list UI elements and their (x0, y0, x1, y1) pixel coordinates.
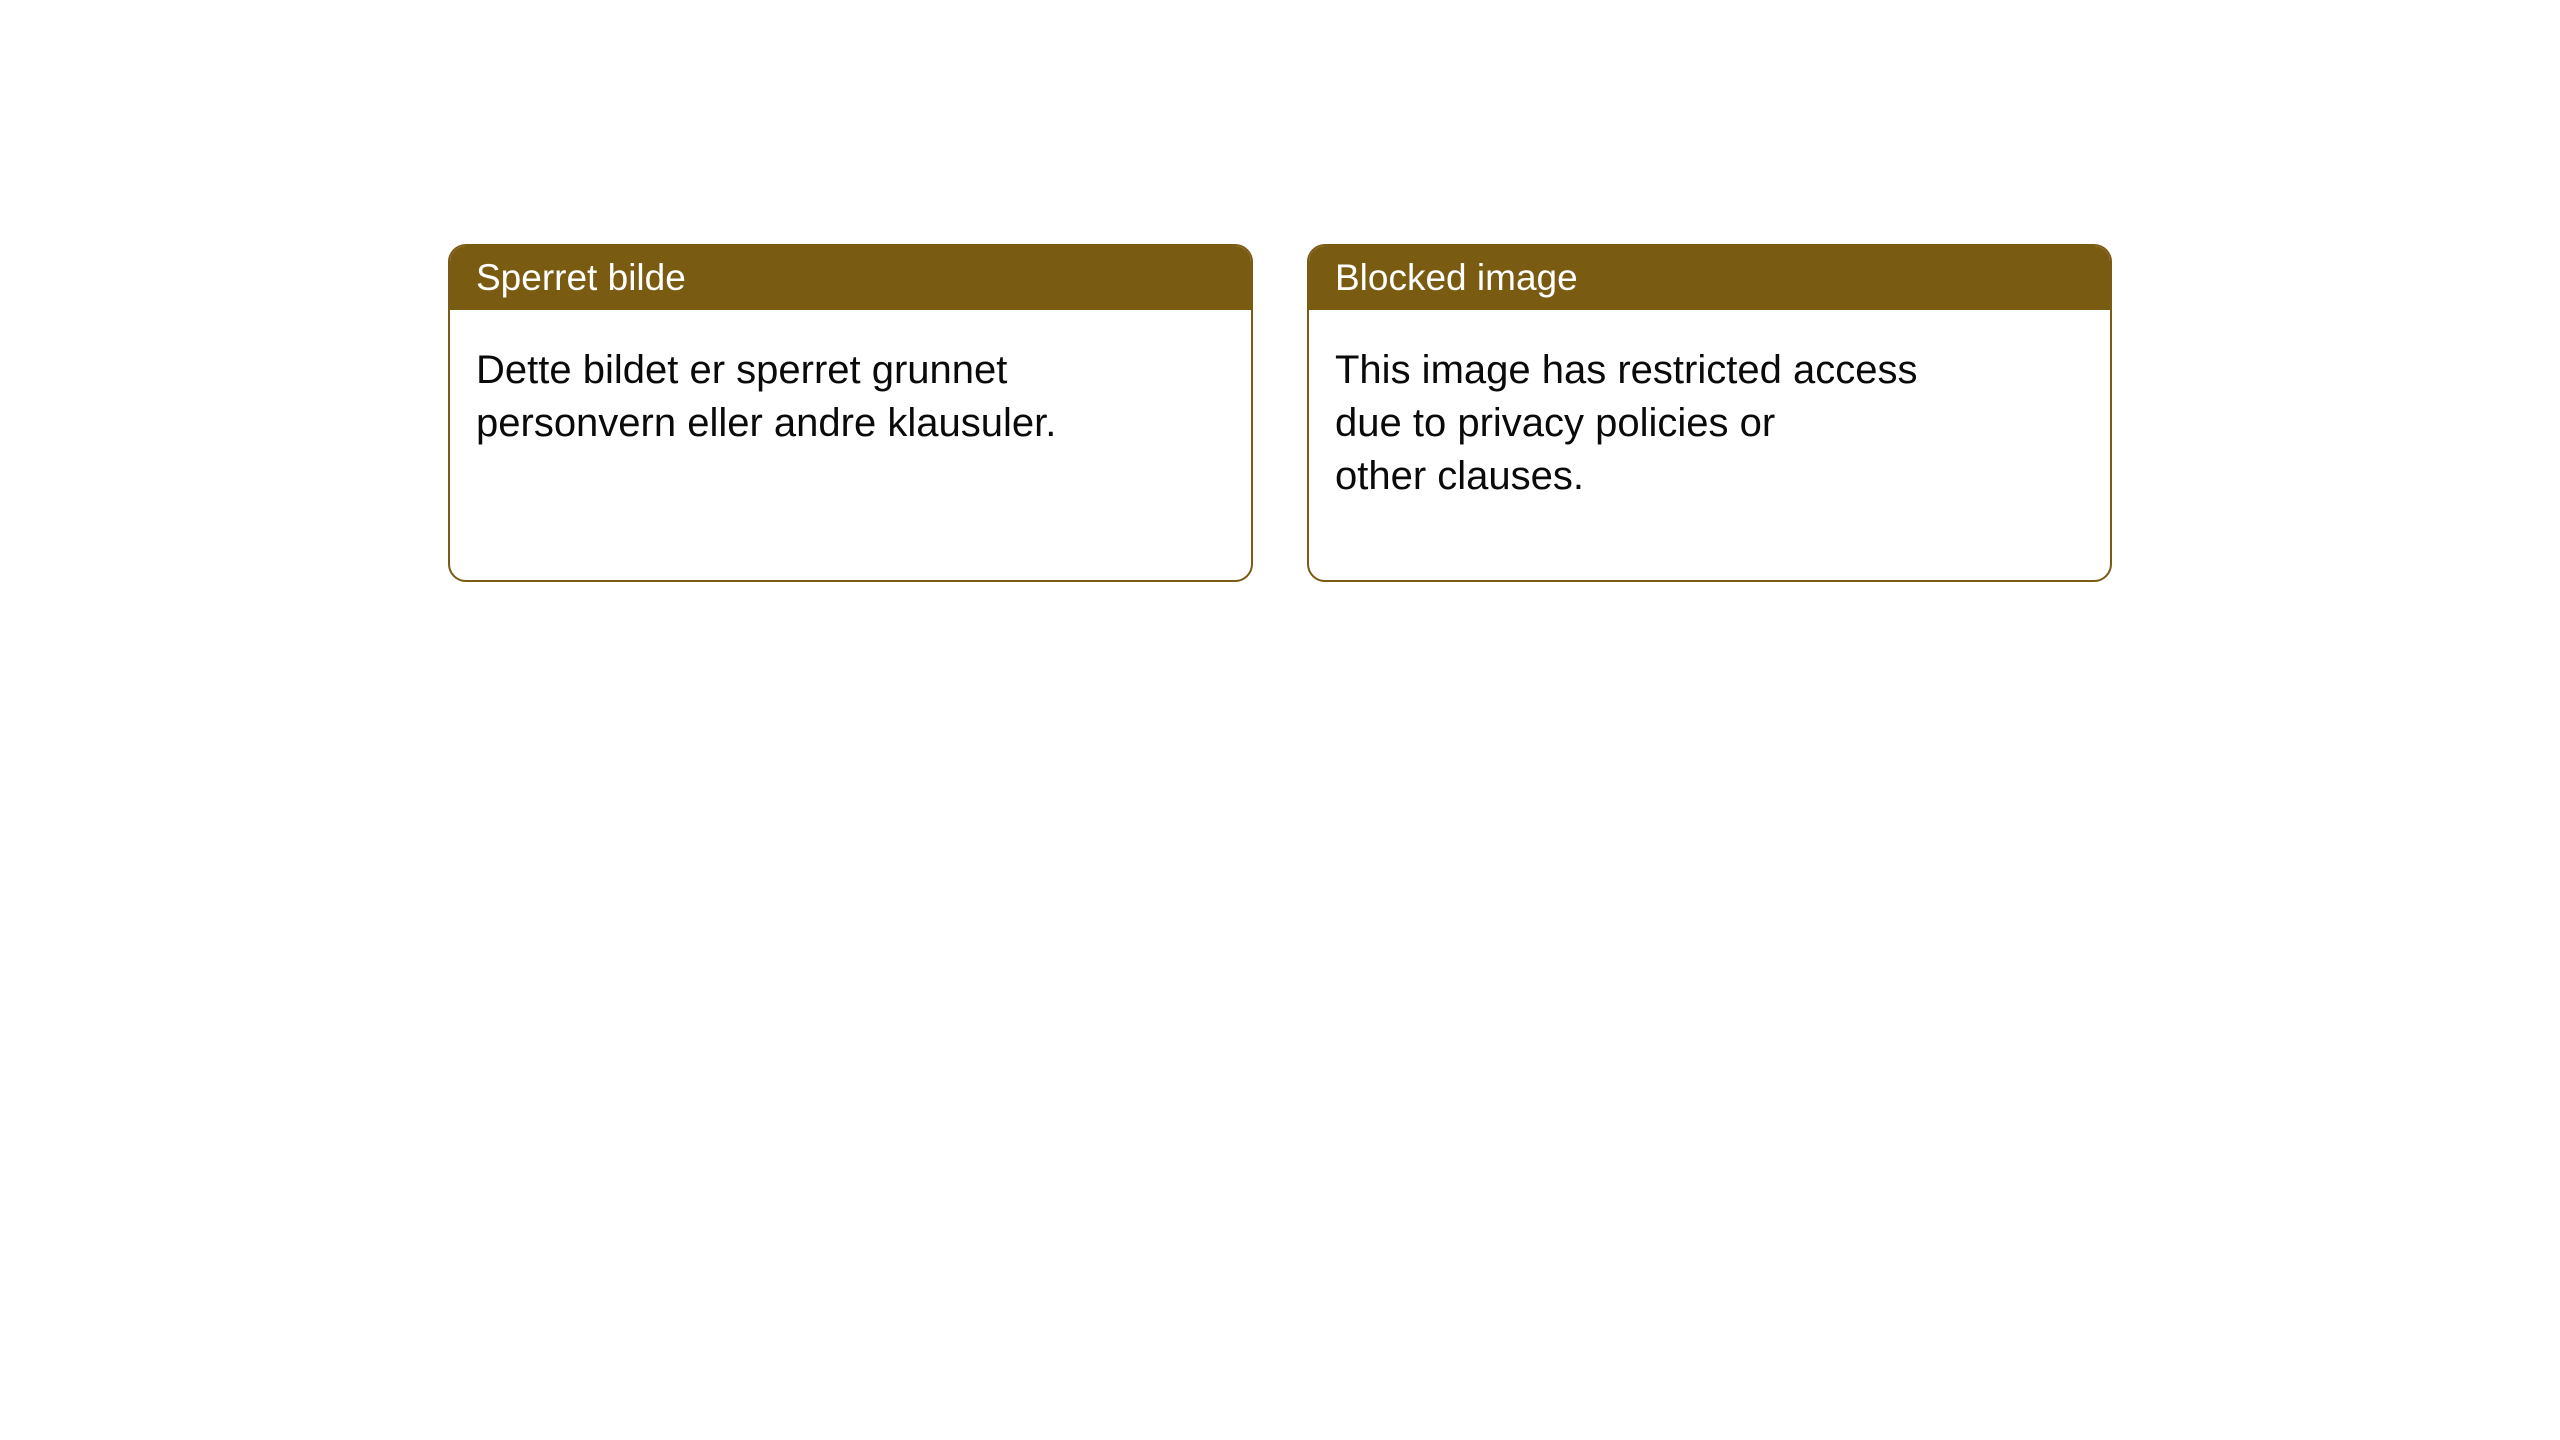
card-header: Blocked image (1309, 246, 2110, 310)
blocked-image-card-no: Sperret bilde Dette bildet er sperret gr… (448, 244, 1253, 582)
card-body: Dette bildet er sperret grunnet personve… (450, 310, 1251, 484)
notice-container: Sperret bilde Dette bildet er sperret gr… (0, 0, 2560, 582)
card-header: Sperret bilde (450, 246, 1251, 310)
card-body: This image has restricted access due to … (1309, 310, 2110, 536)
blocked-image-card-en: Blocked image This image has restricted … (1307, 244, 2112, 582)
